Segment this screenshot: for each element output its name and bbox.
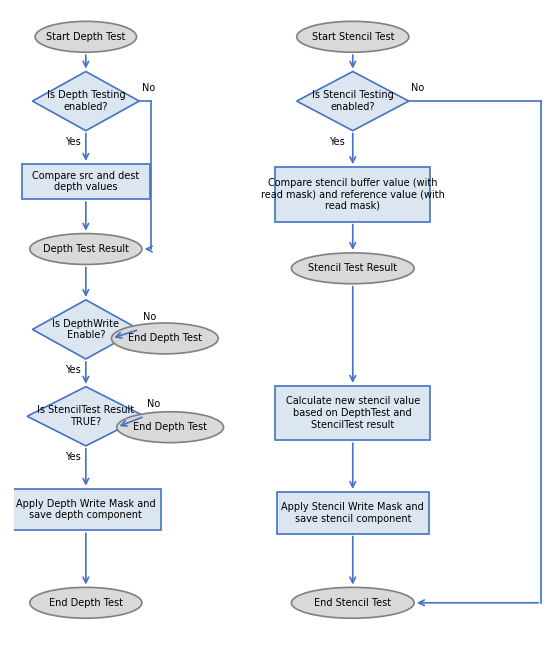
Ellipse shape — [35, 21, 137, 52]
Text: Yes: Yes — [65, 452, 80, 463]
FancyBboxPatch shape — [276, 386, 430, 441]
Ellipse shape — [30, 587, 142, 618]
Text: Stencil Test Result: Stencil Test Result — [308, 264, 397, 273]
Text: End Stencil Test: End Stencil Test — [314, 598, 391, 608]
Ellipse shape — [30, 234, 142, 264]
Text: No: No — [143, 312, 156, 322]
Ellipse shape — [117, 412, 223, 443]
Ellipse shape — [292, 253, 414, 284]
Text: Yes: Yes — [65, 366, 80, 375]
Text: Compare stencil buffer value (with
read mask) and reference value (with
read mas: Compare stencil buffer value (with read … — [261, 178, 445, 211]
FancyBboxPatch shape — [276, 167, 430, 222]
Ellipse shape — [296, 21, 409, 52]
Text: Is StencilTest Result
TRUE?: Is StencilTest Result TRUE? — [37, 406, 135, 427]
Text: Is Stencil Testing
enabled?: Is Stencil Testing enabled? — [312, 90, 394, 112]
FancyBboxPatch shape — [277, 492, 429, 534]
Polygon shape — [32, 72, 139, 130]
Text: End Depth Test: End Depth Test — [133, 422, 207, 432]
Polygon shape — [27, 387, 144, 446]
Text: Apply Depth Write Mask and
save depth component: Apply Depth Write Mask and save depth co… — [16, 499, 156, 520]
Text: Calculate new stencil value
based on DepthTest and
StencilTest result: Calculate new stencil value based on Dep… — [285, 397, 420, 430]
Text: End Depth Test: End Depth Test — [49, 598, 123, 608]
Text: Start Stencil Test: Start Stencil Test — [311, 32, 394, 42]
Text: Depth Test Result: Depth Test Result — [43, 244, 129, 254]
Ellipse shape — [111, 323, 218, 354]
Text: Yes: Yes — [329, 137, 345, 147]
Text: Apply Stencil Write Mask and
save stencil component: Apply Stencil Write Mask and save stenci… — [282, 502, 424, 523]
Text: Is Depth Testing
enabled?: Is Depth Testing enabled? — [47, 90, 125, 112]
Text: End Depth Test: End Depth Test — [128, 333, 202, 344]
Text: No: No — [412, 83, 425, 94]
Polygon shape — [32, 300, 139, 359]
Text: Compare src and dest
depth values: Compare src and dest depth values — [32, 171, 139, 193]
Text: Start Depth Test: Start Depth Test — [46, 32, 126, 42]
Text: No: No — [147, 399, 160, 408]
Ellipse shape — [292, 587, 414, 618]
FancyBboxPatch shape — [22, 164, 150, 199]
Text: Is DepthWrite
Enable?: Is DepthWrite Enable? — [52, 318, 119, 340]
Polygon shape — [296, 72, 409, 130]
Text: No: No — [142, 83, 155, 94]
FancyBboxPatch shape — [11, 488, 160, 530]
Text: Yes: Yes — [65, 137, 80, 147]
